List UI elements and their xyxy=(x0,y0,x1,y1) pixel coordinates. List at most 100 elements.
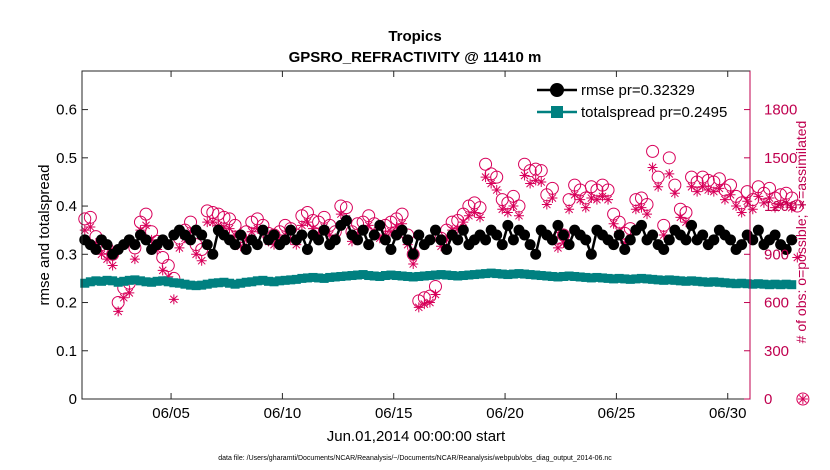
assimilated-point xyxy=(475,212,486,223)
assimilated-point xyxy=(669,188,680,199)
y2-tick-label: 600 xyxy=(764,295,789,312)
assimilated-point xyxy=(141,220,152,231)
totalspread-point xyxy=(653,275,663,285)
totalspread-point xyxy=(458,271,468,281)
totalspread-point xyxy=(486,268,496,278)
rmse-point xyxy=(162,239,174,251)
rmse-point xyxy=(608,239,620,251)
rmse-point xyxy=(580,234,592,246)
rmse-point xyxy=(524,239,536,251)
assimilated-point xyxy=(653,181,664,192)
assimilated-point xyxy=(113,306,124,317)
assimilated-point xyxy=(79,225,90,236)
assimilated-point xyxy=(547,193,558,204)
rmse-point xyxy=(736,239,748,251)
assimilated-point xyxy=(202,217,213,228)
rmse-point xyxy=(452,234,464,246)
assimilated-point xyxy=(664,168,675,179)
rmse-point xyxy=(441,243,453,255)
assimilated-point xyxy=(758,197,769,208)
rmse-point xyxy=(251,239,263,251)
totalspread-point xyxy=(586,273,596,283)
assimilated-point xyxy=(352,228,363,239)
y2-tick-label: 900 xyxy=(764,246,789,263)
totalspread-point xyxy=(753,279,763,289)
totalspread-point xyxy=(436,270,446,280)
totalspread-point xyxy=(364,271,374,281)
assimilated-point xyxy=(191,249,202,260)
totalspread-point xyxy=(447,271,457,281)
y2-tick-label: 0 xyxy=(764,391,772,408)
y2-tick-label: 1800 xyxy=(764,102,797,119)
totalspread-point xyxy=(330,272,340,282)
totalspread-point xyxy=(85,277,95,287)
rmse-point xyxy=(647,229,659,241)
rmse-point xyxy=(129,239,141,251)
totalspread-point xyxy=(731,279,741,289)
assimilated-point xyxy=(586,193,597,204)
totalspread-point xyxy=(503,270,513,280)
y2-axis-label: # of obs: o=possible; ∗=assimilated xyxy=(793,121,809,344)
assimilated-point xyxy=(463,210,474,221)
rmse-point xyxy=(279,234,291,246)
y-tick-label: 0.3 xyxy=(56,246,77,263)
totalspread-point xyxy=(113,277,123,287)
rmse-point xyxy=(196,229,208,241)
totalspread-point xyxy=(80,278,90,288)
legend-rmse-label: rmse pr=0.32329 xyxy=(581,82,695,99)
totalspread-point xyxy=(369,271,379,281)
y-tick-label: 0 xyxy=(69,391,77,408)
assimilated-point xyxy=(241,234,252,245)
totalspread-point xyxy=(135,276,145,286)
x-axis: 06/05 06/10 06/15 06/20 06/25 06/30 xyxy=(152,71,747,422)
assimilated-point xyxy=(391,221,402,232)
legend-rmse-marker xyxy=(550,83,564,97)
y-tick-label: 0.1 xyxy=(56,343,77,360)
totalspread-point xyxy=(687,276,697,286)
rmse-point xyxy=(374,219,386,231)
totalspread-point xyxy=(341,271,351,281)
assimilated-point xyxy=(797,394,808,404)
rmse-point xyxy=(296,229,308,241)
totalspread-point xyxy=(102,275,112,285)
assimilated-point xyxy=(218,221,229,232)
totalspread-point xyxy=(659,275,669,285)
totalspread-point xyxy=(514,269,524,279)
totalspread-point xyxy=(147,277,157,287)
totalspread-point xyxy=(648,274,658,284)
assimilated-point xyxy=(85,221,96,232)
assimilated-point xyxy=(230,230,241,240)
assimilated-point xyxy=(430,289,441,300)
assimilated-point xyxy=(541,199,552,210)
assimilated-point xyxy=(675,212,686,223)
series-layer xyxy=(78,144,810,406)
totalspread-point xyxy=(597,273,607,283)
totalspread-point xyxy=(347,271,357,281)
rmse-point xyxy=(686,219,698,231)
assimilated-point xyxy=(486,178,497,189)
totalspread-point xyxy=(225,278,235,288)
totalspread-point xyxy=(91,276,101,286)
totalspread-point xyxy=(319,273,329,283)
totalspread-point xyxy=(392,271,402,281)
rmse-point xyxy=(257,224,269,236)
totalspread-point xyxy=(464,270,474,280)
assimilated-point xyxy=(90,238,101,249)
totalspread-point xyxy=(559,271,569,281)
totalspread-point xyxy=(263,276,273,286)
totalspread-point xyxy=(202,279,212,289)
totalspread-point xyxy=(258,275,268,285)
assimilated-point xyxy=(603,194,614,205)
totalspread-point xyxy=(609,274,619,284)
assimilated-point xyxy=(680,217,691,228)
totalspread-point xyxy=(776,280,786,290)
totalspread-point xyxy=(314,273,324,283)
rmse-point xyxy=(552,219,564,231)
rmse-point xyxy=(301,243,313,255)
assimilated-point xyxy=(770,202,781,213)
y2-tick-label: 1200 xyxy=(764,198,797,215)
rmse-point xyxy=(519,229,531,241)
assimilated-point xyxy=(747,204,758,215)
rmse-point xyxy=(424,234,436,246)
rmse-point xyxy=(413,229,425,241)
